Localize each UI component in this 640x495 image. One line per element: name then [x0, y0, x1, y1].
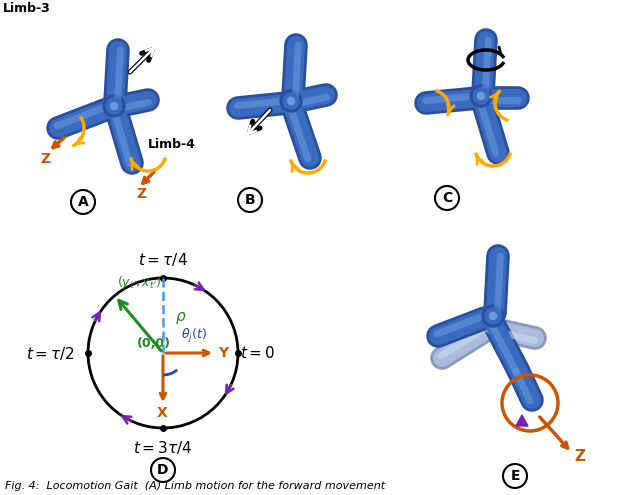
- Circle shape: [477, 93, 484, 99]
- Text: $t = 3\tau/4$: $t = 3\tau/4$: [133, 440, 193, 456]
- Text: Z: Z: [574, 449, 585, 464]
- Text: Y: Y: [218, 346, 228, 360]
- Text: A: A: [77, 195, 88, 209]
- Text: Fig. 4:  Locomotion Gait  (A) Limb motion for the forward movement: Fig. 4: Locomotion Gait (A) Limb motion …: [5, 481, 385, 491]
- Circle shape: [490, 312, 497, 319]
- Text: Z: Z: [40, 152, 50, 166]
- Text: D: D: [157, 463, 169, 477]
- Text: C: C: [442, 191, 452, 205]
- Circle shape: [473, 88, 489, 104]
- Text: Limb-4: Limb-4: [148, 138, 196, 151]
- Text: $\theta_j(t)$: $\theta_j(t)$: [181, 327, 207, 345]
- Polygon shape: [516, 415, 528, 426]
- Text: Z: Z: [136, 187, 146, 201]
- Text: (0,0): (0,0): [137, 337, 171, 350]
- Circle shape: [287, 98, 294, 104]
- Circle shape: [280, 90, 302, 112]
- Circle shape: [111, 102, 118, 109]
- Circle shape: [106, 98, 122, 114]
- Text: $t = \tau/4$: $t = \tau/4$: [138, 251, 188, 268]
- Circle shape: [103, 95, 125, 117]
- Circle shape: [283, 93, 299, 109]
- Text: Limb-3: Limb-3: [3, 2, 51, 15]
- Text: B: B: [244, 193, 255, 207]
- Circle shape: [482, 305, 504, 327]
- Text: E: E: [510, 469, 520, 483]
- Text: $t = 0$: $t = 0$: [241, 345, 276, 361]
- Circle shape: [470, 85, 492, 107]
- Circle shape: [485, 308, 501, 324]
- Text: X: X: [157, 406, 168, 420]
- Text: $(y_{t'}, x_{t'})$: $(y_{t'}, x_{t'})$: [116, 274, 161, 291]
- Text: $t = \tau/2$: $t = \tau/2$: [26, 345, 74, 361]
- Text: $\rho$: $\rho$: [175, 310, 186, 326]
